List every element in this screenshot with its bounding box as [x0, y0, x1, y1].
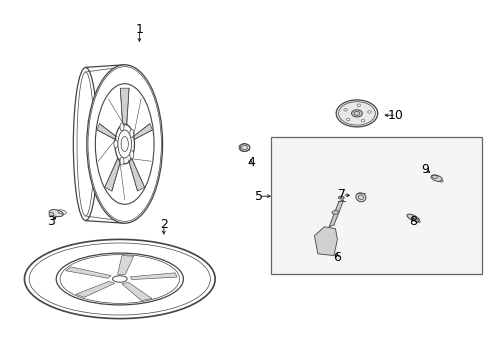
Ellipse shape	[120, 123, 123, 131]
Polygon shape	[122, 283, 152, 301]
Ellipse shape	[351, 110, 362, 117]
Text: 7: 7	[338, 188, 346, 201]
Text: 5: 5	[255, 190, 263, 203]
Ellipse shape	[355, 193, 365, 202]
Text: 3: 3	[47, 215, 55, 228]
Polygon shape	[104, 158, 121, 191]
Polygon shape	[66, 267, 111, 278]
Ellipse shape	[49, 212, 54, 216]
Ellipse shape	[343, 108, 346, 111]
Ellipse shape	[338, 196, 344, 199]
Text: 4: 4	[246, 156, 254, 169]
Ellipse shape	[120, 157, 123, 165]
Text: 10: 10	[387, 109, 403, 122]
Ellipse shape	[87, 65, 162, 223]
Ellipse shape	[356, 104, 360, 107]
Ellipse shape	[95, 84, 154, 204]
Polygon shape	[120, 88, 129, 126]
Ellipse shape	[367, 111, 370, 113]
Ellipse shape	[331, 211, 339, 214]
Text: 8: 8	[408, 215, 416, 228]
Polygon shape	[130, 273, 177, 280]
Text: 9: 9	[421, 163, 428, 176]
Ellipse shape	[115, 124, 134, 164]
Polygon shape	[128, 158, 144, 191]
Ellipse shape	[406, 214, 419, 221]
Ellipse shape	[430, 175, 441, 181]
Polygon shape	[328, 200, 343, 227]
Ellipse shape	[49, 210, 63, 217]
Polygon shape	[132, 124, 152, 140]
Ellipse shape	[336, 100, 377, 127]
Ellipse shape	[24, 239, 215, 319]
Polygon shape	[76, 282, 114, 297]
Ellipse shape	[112, 276, 127, 282]
Polygon shape	[117, 256, 133, 275]
Ellipse shape	[114, 140, 118, 148]
Ellipse shape	[56, 253, 183, 305]
Bar	[271, 137, 481, 274]
Polygon shape	[314, 227, 337, 256]
Text: 1: 1	[135, 23, 143, 36]
Ellipse shape	[439, 180, 442, 182]
Ellipse shape	[361, 120, 364, 122]
Ellipse shape	[130, 130, 134, 138]
Ellipse shape	[130, 150, 134, 158]
Ellipse shape	[346, 118, 349, 121]
Ellipse shape	[73, 68, 98, 220]
Text: 2: 2	[160, 219, 167, 231]
Text: 6: 6	[333, 251, 341, 264]
Polygon shape	[97, 124, 117, 140]
Ellipse shape	[239, 144, 249, 152]
